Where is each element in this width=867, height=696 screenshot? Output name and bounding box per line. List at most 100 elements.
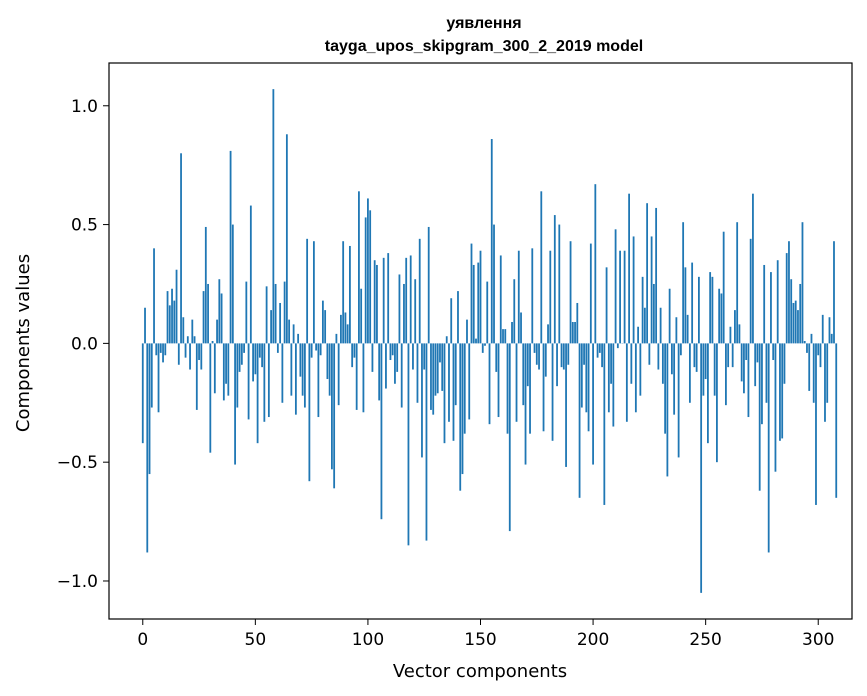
bar xyxy=(756,343,759,363)
bar xyxy=(765,343,768,403)
bar xyxy=(288,319,291,344)
bar xyxy=(740,343,743,382)
bar xyxy=(623,250,626,344)
bar xyxy=(466,319,468,344)
chart-subtitle: tayga_upos_skipgram_300_2_2019 model xyxy=(325,38,643,55)
bar xyxy=(344,312,347,344)
bar xyxy=(754,343,757,387)
bar xyxy=(716,343,718,463)
bar xyxy=(249,205,252,344)
bar xyxy=(297,333,300,344)
bar xyxy=(542,343,545,432)
bar xyxy=(405,257,408,344)
bar xyxy=(157,343,160,413)
bar xyxy=(216,319,218,344)
bar xyxy=(396,343,399,372)
bar xyxy=(558,224,561,344)
bar xyxy=(364,217,367,344)
bar xyxy=(385,343,387,389)
bar xyxy=(693,343,696,368)
bar xyxy=(450,298,453,344)
bar xyxy=(819,343,822,368)
bar xyxy=(432,343,435,415)
bar xyxy=(797,310,799,344)
bar xyxy=(423,343,426,370)
bar xyxy=(459,343,462,491)
bar xyxy=(679,343,682,356)
bar xyxy=(547,324,549,344)
y-tick-label: 0.0 xyxy=(71,334,98,354)
bar xyxy=(283,281,286,344)
bar xyxy=(495,343,498,372)
bar xyxy=(580,343,583,408)
bar xyxy=(605,267,608,344)
bar xyxy=(493,224,495,344)
bar xyxy=(772,343,775,361)
bar xyxy=(209,343,212,453)
bar xyxy=(292,324,295,344)
bar xyxy=(234,343,236,465)
bar xyxy=(610,343,612,384)
bar xyxy=(634,343,637,413)
bar xyxy=(457,291,459,344)
bar xyxy=(664,343,667,434)
bar xyxy=(184,343,187,358)
bar xyxy=(245,281,248,344)
bar xyxy=(243,343,245,353)
bar xyxy=(337,343,340,406)
bar xyxy=(499,255,502,344)
bar xyxy=(743,343,745,394)
bar xyxy=(828,317,831,344)
bar xyxy=(794,300,797,344)
bar xyxy=(412,343,414,370)
bar xyxy=(761,343,763,425)
bar xyxy=(583,343,585,365)
bar xyxy=(506,343,509,434)
bar xyxy=(725,343,727,406)
bar xyxy=(317,343,320,418)
bar xyxy=(394,343,396,384)
bars-group xyxy=(141,89,838,593)
x-axis-label: Vector components xyxy=(393,661,567,682)
bar xyxy=(326,343,329,380)
bar xyxy=(517,250,520,344)
bar xyxy=(637,326,640,344)
bar xyxy=(655,207,658,344)
bar xyxy=(468,343,471,420)
bar xyxy=(202,291,205,344)
bar xyxy=(745,343,748,361)
bar xyxy=(310,343,313,358)
bar xyxy=(779,343,781,441)
bar xyxy=(186,336,189,344)
y-axis-label: Components values xyxy=(13,254,34,432)
bar xyxy=(398,274,401,344)
bar xyxy=(461,343,464,475)
bar xyxy=(211,341,214,344)
bar xyxy=(342,241,345,344)
bar xyxy=(236,343,239,408)
bar xyxy=(650,236,653,344)
bar xyxy=(540,191,543,344)
bar xyxy=(535,343,538,365)
bar xyxy=(166,291,169,344)
bar xyxy=(454,343,457,406)
bar xyxy=(720,293,723,344)
bar xyxy=(504,329,507,344)
bar xyxy=(666,343,669,477)
bar xyxy=(810,333,813,344)
bar xyxy=(560,343,563,368)
bar xyxy=(826,343,829,403)
bar xyxy=(533,343,536,353)
bar xyxy=(641,276,644,344)
bar xyxy=(549,250,552,344)
bar xyxy=(713,343,716,396)
bar xyxy=(146,343,149,553)
bar xyxy=(177,343,180,365)
bar xyxy=(376,264,378,344)
bar xyxy=(362,343,365,413)
bar xyxy=(414,279,417,344)
bar xyxy=(614,229,617,344)
bar xyxy=(189,343,191,370)
bar xyxy=(141,343,144,444)
bar xyxy=(792,302,795,344)
